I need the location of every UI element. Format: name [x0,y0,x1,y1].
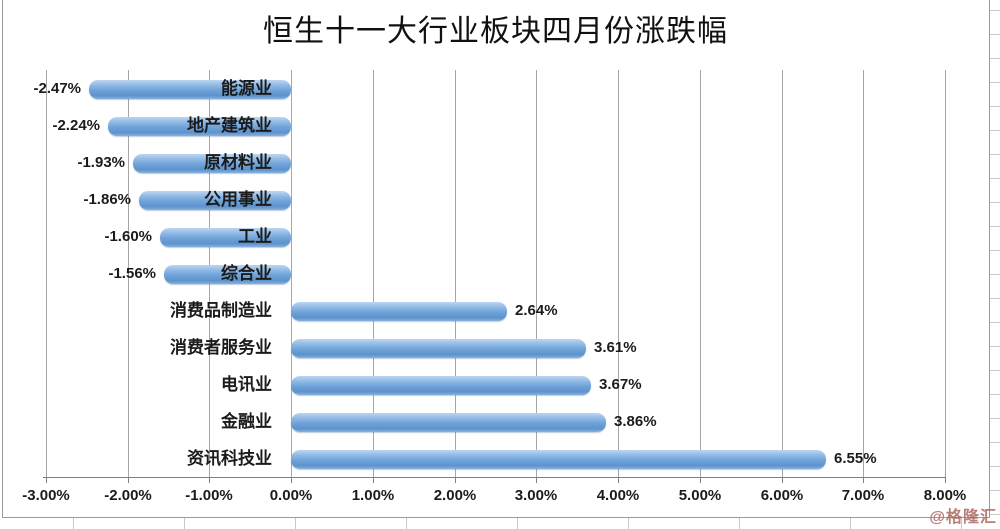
chart-border-left [2,0,3,518]
bar-value-label: -1.60% [104,228,152,245]
bar-value-label: -2.24% [52,117,100,134]
bar [139,191,291,210]
bar-value-label: -1.93% [77,154,125,171]
x-gridline [455,70,456,477]
x-axis-tick [373,477,374,483]
x-gridline [291,70,292,477]
x-gridline [700,70,701,477]
x-axis-tick-label: 0.00% [269,487,313,504]
x-axis-tick-label: 1.00% [351,487,395,504]
x-axis-tick [128,477,129,483]
chart-border-right [989,0,990,518]
chart-border-bottom [2,517,990,518]
x-gridline [945,70,946,477]
bar-value-label: 3.86% [614,413,657,430]
x-axis-tick [782,477,783,483]
x-gridline [128,70,129,477]
x-axis-tick [536,477,537,483]
x-gridline [536,70,537,477]
x-axis-tick-label: 5.00% [678,487,722,504]
bar-category-label: 原材料业 [204,153,272,172]
x-axis-tick-label: 6.00% [760,487,804,504]
bar-value-label: -2.47% [33,80,81,97]
bar [108,117,291,136]
bar [89,80,291,99]
x-axis-tick-label: 7.00% [841,487,885,504]
x-axis-tick [291,477,292,483]
x-gridline [618,70,619,477]
x-axis-tick-label: 8.00% [923,487,967,504]
x-axis-tick-label: -1.00% [185,487,233,504]
x-axis-tick [945,477,946,483]
bar-value-label: 2.64% [515,302,558,319]
bar [291,413,606,432]
bar-category-label: 消费者服务业 [170,338,272,357]
x-axis-tick [700,477,701,483]
x-axis-tick-label: 4.00% [596,487,640,504]
bar-category-label: 电讯业 [221,375,272,394]
spreadsheet-row-gridlines [990,0,1000,529]
x-axis-tick-label: -2.00% [104,487,152,504]
bar [160,228,291,247]
x-gridline [46,70,47,477]
bar [133,154,291,173]
bar-category-label: 综合业 [221,264,272,283]
x-gridline [782,70,783,477]
x-axis-tick [46,477,47,483]
bar-value-label: -1.86% [83,191,131,208]
bar-category-label: 工业 [238,227,272,246]
chart-title: 恒生十一大行业板块四月份涨跌幅 [263,15,728,48]
bar-category-label: 资讯科技业 [187,449,272,468]
bar-category-label: 公用事业 [204,190,272,209]
x-axis-tick [209,477,210,483]
bar-category-label: 消费品制造业 [170,301,272,320]
x-gridline [863,70,864,477]
x-axis-tick-label: -3.00% [22,487,70,504]
bar-value-label: 3.61% [594,339,637,356]
spreadsheet-column-gridlines [0,518,1000,529]
x-gridline [373,70,374,477]
x-axis-tick [863,477,864,483]
x-axis-tick [455,477,456,483]
bar [164,265,291,284]
bar [291,302,507,321]
bar [291,339,586,358]
watermark: @格隆汇 [929,509,997,526]
x-axis-tick [618,477,619,483]
bar-value-label: 3.67% [599,376,642,393]
bar-category-label: 金融业 [221,412,272,431]
bar [291,450,826,469]
bar-category-label: 地产建筑业 [187,116,272,135]
bar-value-label: 6.55% [834,450,877,467]
x-axis-tick-label: 2.00% [433,487,477,504]
bar-value-label: -1.56% [108,265,156,282]
x-axis-tick-label: 3.00% [514,487,558,504]
x-axis-line [43,477,946,478]
bar [291,376,591,395]
bar-category-label: 能源业 [221,79,272,98]
